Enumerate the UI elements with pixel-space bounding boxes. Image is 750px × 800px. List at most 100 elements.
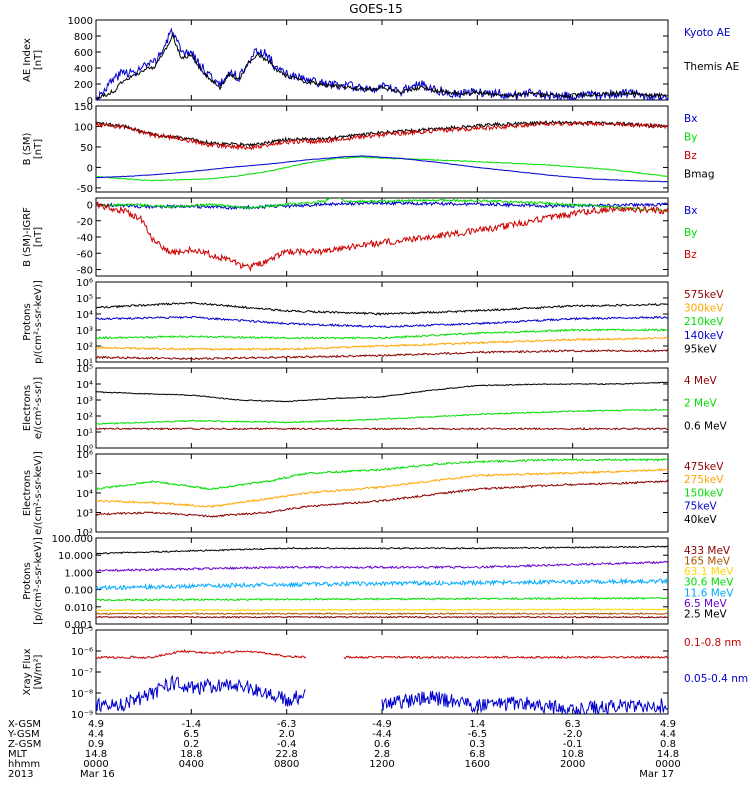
footer-value: 2.8 xyxy=(374,749,390,760)
legend-label: 210keV xyxy=(684,316,724,328)
y-tick-label: 100 xyxy=(74,122,93,133)
y-axis-label: [W/m²] xyxy=(33,654,44,689)
footer-value: 2.0 xyxy=(279,729,295,740)
footer-value: 0000 xyxy=(83,759,108,770)
y-axis-label: Protons xyxy=(22,562,33,599)
footer-value: 0.2 xyxy=(183,739,199,750)
y-tick-label: 150 xyxy=(74,102,93,113)
legend-label: 0.05-0.4 nm xyxy=(684,673,748,685)
legend-label: 475keV xyxy=(684,461,724,473)
y-tick-label: 10⁴ xyxy=(76,489,93,500)
series-0-6-mev xyxy=(96,381,668,403)
y-axis-label: e/(cm²-s-sr-keV)] xyxy=(33,451,44,535)
series-0-1-0-8-nm-seg2 xyxy=(343,655,668,660)
series-group xyxy=(96,545,668,619)
footer-value: Mar 16 xyxy=(80,769,115,780)
legend-label: 300keV xyxy=(684,303,724,315)
y-axis-label: Protons xyxy=(22,303,33,340)
y-tick-label: 800 xyxy=(74,32,93,43)
y-tick-label: 10² xyxy=(76,528,93,539)
y-tick-label: 1000 xyxy=(68,16,93,27)
series-165-mev xyxy=(96,612,668,616)
legend-label: 95keV xyxy=(684,343,718,355)
legend-label: 0.1-0.8 nm xyxy=(684,637,741,649)
y-tick-label: 10⁶ xyxy=(76,450,93,461)
footer-value: 1200 xyxy=(369,759,394,770)
legend-label: 11.6 MeV xyxy=(684,587,734,599)
series-11-6-mev xyxy=(96,577,668,591)
footer-row-label: hhmm xyxy=(8,759,40,770)
legend-label: 63.1 MeV xyxy=(684,566,734,578)
legend-label: Bz xyxy=(684,249,697,261)
y-tick-label: 10³ xyxy=(76,509,93,520)
footer-value: 1.4 xyxy=(469,719,485,730)
footer-value: 18.8 xyxy=(180,749,202,760)
y-axis-label: [nT] xyxy=(33,139,44,159)
y-tick-label: 10⁻⁶ xyxy=(71,647,93,658)
footer-value: 6.3 xyxy=(565,719,581,730)
footer-value: -2.0 xyxy=(563,729,583,740)
panel-protons2: 0.001 0.010 0.100 1.000 10.000 100.000 Protons… xyxy=(22,534,734,631)
y-tick-label: 10¹ xyxy=(76,358,93,369)
footer-value: 6.5 xyxy=(183,729,199,740)
series-575kev xyxy=(96,349,668,361)
footer-value: -6.5 xyxy=(468,729,488,740)
legend-label: 150keV xyxy=(684,487,724,499)
y-tick-label: 10³ xyxy=(76,326,93,337)
y-tick-label: 10⁵ xyxy=(76,364,93,375)
y-tick-label: 0.100 xyxy=(64,586,93,597)
footer-row-label: Z-GSM xyxy=(8,739,41,750)
series-0-05-0-4-nm xyxy=(96,674,306,713)
footer-ephemeris: X-GSMY-GSMZ-GSMMLThhmm20134.94.40.914.80… xyxy=(7,719,681,780)
panel-protons1: 10¹ 10² 10³ 10⁴ 10⁵ 10⁶ Protons p/(cm²-s-sr-keV… xyxy=(22,278,724,369)
y-tick-label: 10⁰ xyxy=(76,444,93,455)
footer-value: -0.1 xyxy=(563,739,583,750)
series-group xyxy=(96,458,668,518)
y-tick-label: -80 xyxy=(77,266,93,277)
footer-value: -1.4 xyxy=(182,719,202,730)
legend-label: 2.5 MeV xyxy=(684,608,728,620)
series-group xyxy=(96,301,668,361)
panel-bigrf: -80 -60 -40 -20 0 B (SM)-IGRF [nT] Bx By Bz xyxy=(22,197,697,277)
y-tick-label: 1.000 xyxy=(64,568,93,579)
y-axis-label: [nT] xyxy=(33,50,44,70)
legend-label: 30.6 MeV xyxy=(684,577,734,589)
y-tick-label: 0.001 xyxy=(64,620,93,631)
panel-electrons2: 10² 10³ 10⁴ 10⁵ 10⁶ Electrons e/(cm²-s-sr-keV)… xyxy=(22,450,724,539)
footer-row-label: Y-GSM xyxy=(7,729,40,740)
legend-label: 275keV xyxy=(684,474,724,486)
y-axis-label: e/(cm²-s-sr)] xyxy=(33,377,44,439)
y-axis-label: [p/(cm²-s-sr-keV)] xyxy=(33,537,44,625)
y-axis-label: Electrons xyxy=(22,385,33,431)
series-40kev xyxy=(96,479,668,518)
footer-value: -0.4 xyxy=(277,739,297,750)
footer-value: 22.8 xyxy=(276,749,298,760)
legend-label: 40keV xyxy=(684,514,718,526)
y-tick-label: 10¹ xyxy=(76,428,93,439)
y-axis-label: B (SM)-IGRF xyxy=(22,207,33,267)
footer-value: 0400 xyxy=(179,759,204,770)
footer-value: 14.8 xyxy=(85,749,107,760)
series-150kev xyxy=(96,458,668,491)
y-tick-label: 10⁵ xyxy=(76,294,93,305)
series-group xyxy=(96,198,668,273)
footer-row-label: MLT xyxy=(8,749,28,760)
series-group xyxy=(96,649,668,714)
y-tick-label: 0 xyxy=(87,201,93,212)
legend-label: 140keV xyxy=(684,330,724,342)
y-tick-label: 10⁻⁹ xyxy=(71,710,93,721)
footer-value: 4.9 xyxy=(660,719,676,730)
y-tick-label: 10⁴ xyxy=(76,380,93,391)
series-2-5-mev xyxy=(96,545,668,555)
legend-label: By xyxy=(684,132,697,144)
y-tick-label: 100.000 xyxy=(52,534,93,545)
legend-label: 2 MeV xyxy=(684,398,718,410)
footer-value: 0.6 xyxy=(374,739,390,750)
legend-label: 4 MeV xyxy=(684,375,718,387)
footer-value: 0800 xyxy=(274,759,299,770)
footer-value: 4.9 xyxy=(88,719,104,730)
y-tick-label: -50 xyxy=(77,184,93,195)
y-tick-label: -40 xyxy=(77,233,93,244)
